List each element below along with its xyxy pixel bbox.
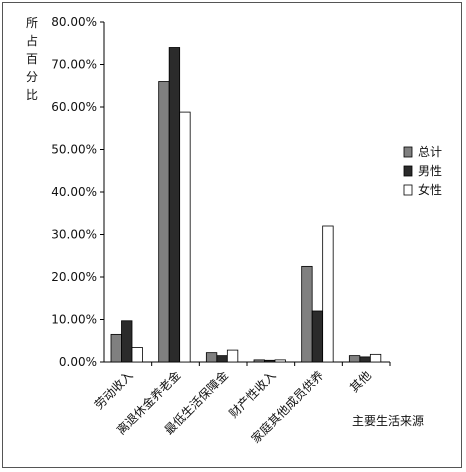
- legend-label: 女性: [418, 182, 442, 197]
- category-label: 劳动收入: [92, 368, 136, 412]
- x-axis-label: 主要生活来源: [352, 414, 425, 428]
- bar: [121, 320, 133, 363]
- legend-swatch: [403, 165, 413, 177]
- bar: [226, 349, 239, 363]
- bar: [359, 356, 371, 363]
- bar: [322, 225, 334, 363]
- legend-label: 男性: [418, 164, 442, 178]
- bar: [253, 359, 265, 363]
- bar: [274, 359, 286, 363]
- bar: [205, 352, 218, 363]
- bar: [131, 347, 143, 363]
- y-tick-label: 60.00%: [51, 100, 97, 114]
- bar: [369, 353, 382, 363]
- bar: [216, 355, 228, 363]
- bar: [179, 111, 191, 363]
- bar: [348, 355, 361, 363]
- y-tick-label: 0.00%: [59, 355, 97, 369]
- legend-swatch: [403, 184, 413, 196]
- y-axis-label-char: 占: [25, 34, 38, 48]
- bar: [264, 359, 276, 363]
- y-axis-label-char: 百: [25, 52, 38, 66]
- y-tick-label: 20.00%: [51, 270, 97, 284]
- bar: [110, 333, 122, 363]
- bar: [168, 47, 181, 363]
- y-tick-label: 30.00%: [51, 228, 97, 242]
- y-tick-label: 50.00%: [51, 143, 97, 157]
- bar: [301, 265, 313, 363]
- legend-label: 总计: [418, 145, 442, 159]
- category-label: 其他: [347, 368, 374, 395]
- y-axis-label-char: 所: [25, 16, 38, 30]
- y-axis-label-char: 分: [25, 70, 38, 84]
- y-tick-label: 80.00%: [51, 15, 97, 29]
- bar: [158, 81, 170, 363]
- y-tick-label: 10.00%: [51, 313, 97, 327]
- legend-swatch: [403, 146, 413, 158]
- y-tick-label: 40.00%: [51, 185, 97, 199]
- y-tick-label: 70.00%: [51, 58, 97, 72]
- y-axis-label-char: 比: [25, 88, 38, 102]
- bar: [311, 310, 324, 363]
- chart-frame: [2, 2, 462, 468]
